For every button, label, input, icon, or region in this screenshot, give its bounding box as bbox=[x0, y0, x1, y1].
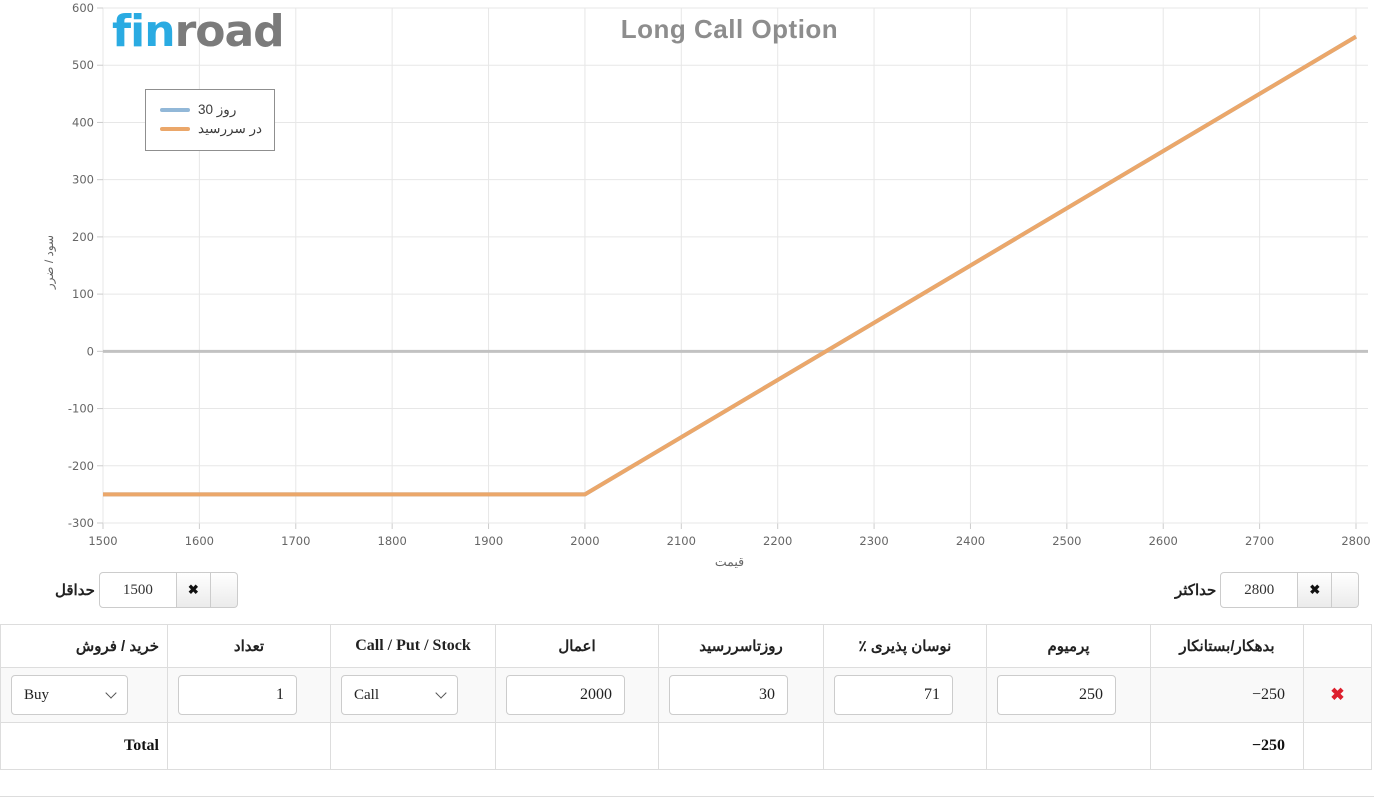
x-tick-label: 2800 bbox=[1341, 534, 1370, 548]
positions-table: خرید / فروش تعداد Call / Put / Stock اعم… bbox=[0, 624, 1372, 770]
legend-swatch-expiry bbox=[160, 127, 190, 131]
payoff-chart-svg: 1500 1600 1700 1800 1900 2000 2100 2200 2300 2400… bbox=[68, 1, 1371, 548]
y-tick-label: 0 bbox=[87, 344, 94, 358]
y-tick-label: 600 bbox=[72, 1, 94, 15]
legend-item-30-days[interactable]: روز 30 bbox=[160, 102, 262, 118]
legend-label-expiry: در سررسید bbox=[198, 121, 263, 136]
chart-legend: روز 30 در سررسید bbox=[145, 89, 276, 151]
days-input[interactable] bbox=[669, 675, 788, 715]
min-price-clear-button[interactable]: ✖ bbox=[176, 572, 211, 608]
header-days-to-expiry: روزتاسررسید bbox=[658, 624, 824, 668]
x-tick-label: 2200 bbox=[763, 534, 792, 548]
header-quantity: تعداد bbox=[167, 624, 331, 668]
legend-label-30-days: روز 30 bbox=[198, 102, 237, 117]
max-price-clear-button[interactable]: ✖ bbox=[1298, 572, 1333, 608]
x-axis-title: قیمت bbox=[714, 555, 745, 569]
red-x-icon: ✖ bbox=[1330, 684, 1345, 704]
page-bottom-divider bbox=[0, 796, 1374, 797]
delete-row-button[interactable]: ✖ bbox=[1330, 686, 1344, 703]
min-price-label: حداقل bbox=[55, 582, 95, 599]
option-type-select[interactable]: Call bbox=[341, 675, 458, 715]
logo-road: road bbox=[174, 6, 285, 57]
max-price-input[interactable] bbox=[1220, 572, 1299, 608]
chart-series-line-1 bbox=[103, 34, 1358, 497]
x-tick-label: 1800 bbox=[378, 534, 407, 548]
position-row: Buy Call bbox=[0, 667, 1372, 723]
y-tick-label: -300 bbox=[68, 516, 94, 530]
header-volatility: نوسان پذیری ٪ bbox=[823, 624, 987, 668]
legend-item-expiry[interactable]: در سررسید bbox=[160, 121, 262, 137]
max-price-control: حداکثر ✖ bbox=[1175, 572, 1360, 608]
x-tick-label: 2500 bbox=[1052, 534, 1081, 548]
header-premium: پرمیوم bbox=[986, 624, 1151, 668]
min-price-control: حداقل ✖ bbox=[55, 572, 238, 608]
max-price-label: حداکثر bbox=[1175, 582, 1217, 599]
x-tick-label: 1600 bbox=[185, 534, 214, 548]
header-debit-credit: بدهکار/بستانکار bbox=[1150, 624, 1304, 668]
y-tick-label: 400 bbox=[72, 115, 94, 129]
x-tick-label: 2100 bbox=[667, 534, 696, 548]
chart-series-line-0 bbox=[103, 34, 1358, 497]
y-tick-label: 500 bbox=[72, 58, 94, 72]
x-tick-label: 1700 bbox=[281, 534, 310, 548]
chart-title: Long Call Option bbox=[620, 14, 839, 44]
side-select[interactable]: Buy bbox=[11, 675, 128, 715]
strike-input[interactable] bbox=[506, 675, 625, 715]
x-tick-label: 2000 bbox=[570, 534, 599, 548]
header-strike: اعمال bbox=[495, 624, 659, 668]
debit-credit-value: −250 bbox=[1150, 667, 1304, 723]
x-mark-icon: ✖ bbox=[187, 582, 199, 597]
y-tick-label: 300 bbox=[72, 173, 94, 187]
header-buy-sell: خرید / فروش bbox=[0, 624, 168, 668]
header-actions bbox=[1303, 624, 1372, 668]
min-price-spinner-button[interactable] bbox=[210, 572, 238, 608]
volatility-input[interactable] bbox=[834, 675, 953, 715]
x-mark-icon: ✖ bbox=[1309, 582, 1321, 597]
quantity-input[interactable] bbox=[178, 675, 297, 715]
table-header-row: خرید / فروش تعداد Call / Put / Stock اعم… bbox=[0, 624, 1372, 668]
y-tick-label: -100 bbox=[68, 402, 94, 416]
y-axis-title: سود / ضرر bbox=[42, 234, 56, 290]
max-price-spinner-button[interactable] bbox=[1332, 572, 1360, 608]
header-call-put-stock: Call / Put / Stock bbox=[330, 624, 496, 668]
y-tick-label: 100 bbox=[72, 287, 94, 301]
x-tick-label: 2400 bbox=[956, 534, 985, 548]
total-value: −250 bbox=[1150, 722, 1304, 770]
premium-input[interactable] bbox=[997, 675, 1116, 715]
x-tick-label: 2600 bbox=[1149, 534, 1178, 548]
x-tick-label: 2300 bbox=[859, 534, 888, 548]
x-tick-label: 1900 bbox=[474, 534, 503, 548]
x-tick-label: 1500 bbox=[88, 534, 117, 548]
total-row: Total −250 bbox=[0, 722, 1372, 770]
y-tick-label: -200 bbox=[68, 459, 94, 473]
x-tick-label: 2700 bbox=[1245, 534, 1274, 548]
min-price-input[interactable] bbox=[98, 572, 177, 608]
total-label: Total bbox=[0, 722, 168, 770]
logo-fin: fin bbox=[112, 6, 176, 57]
finroad-logo: finroad bbox=[112, 6, 285, 57]
y-tick-label: 200 bbox=[72, 230, 94, 244]
legend-swatch-30-days bbox=[160, 108, 190, 112]
